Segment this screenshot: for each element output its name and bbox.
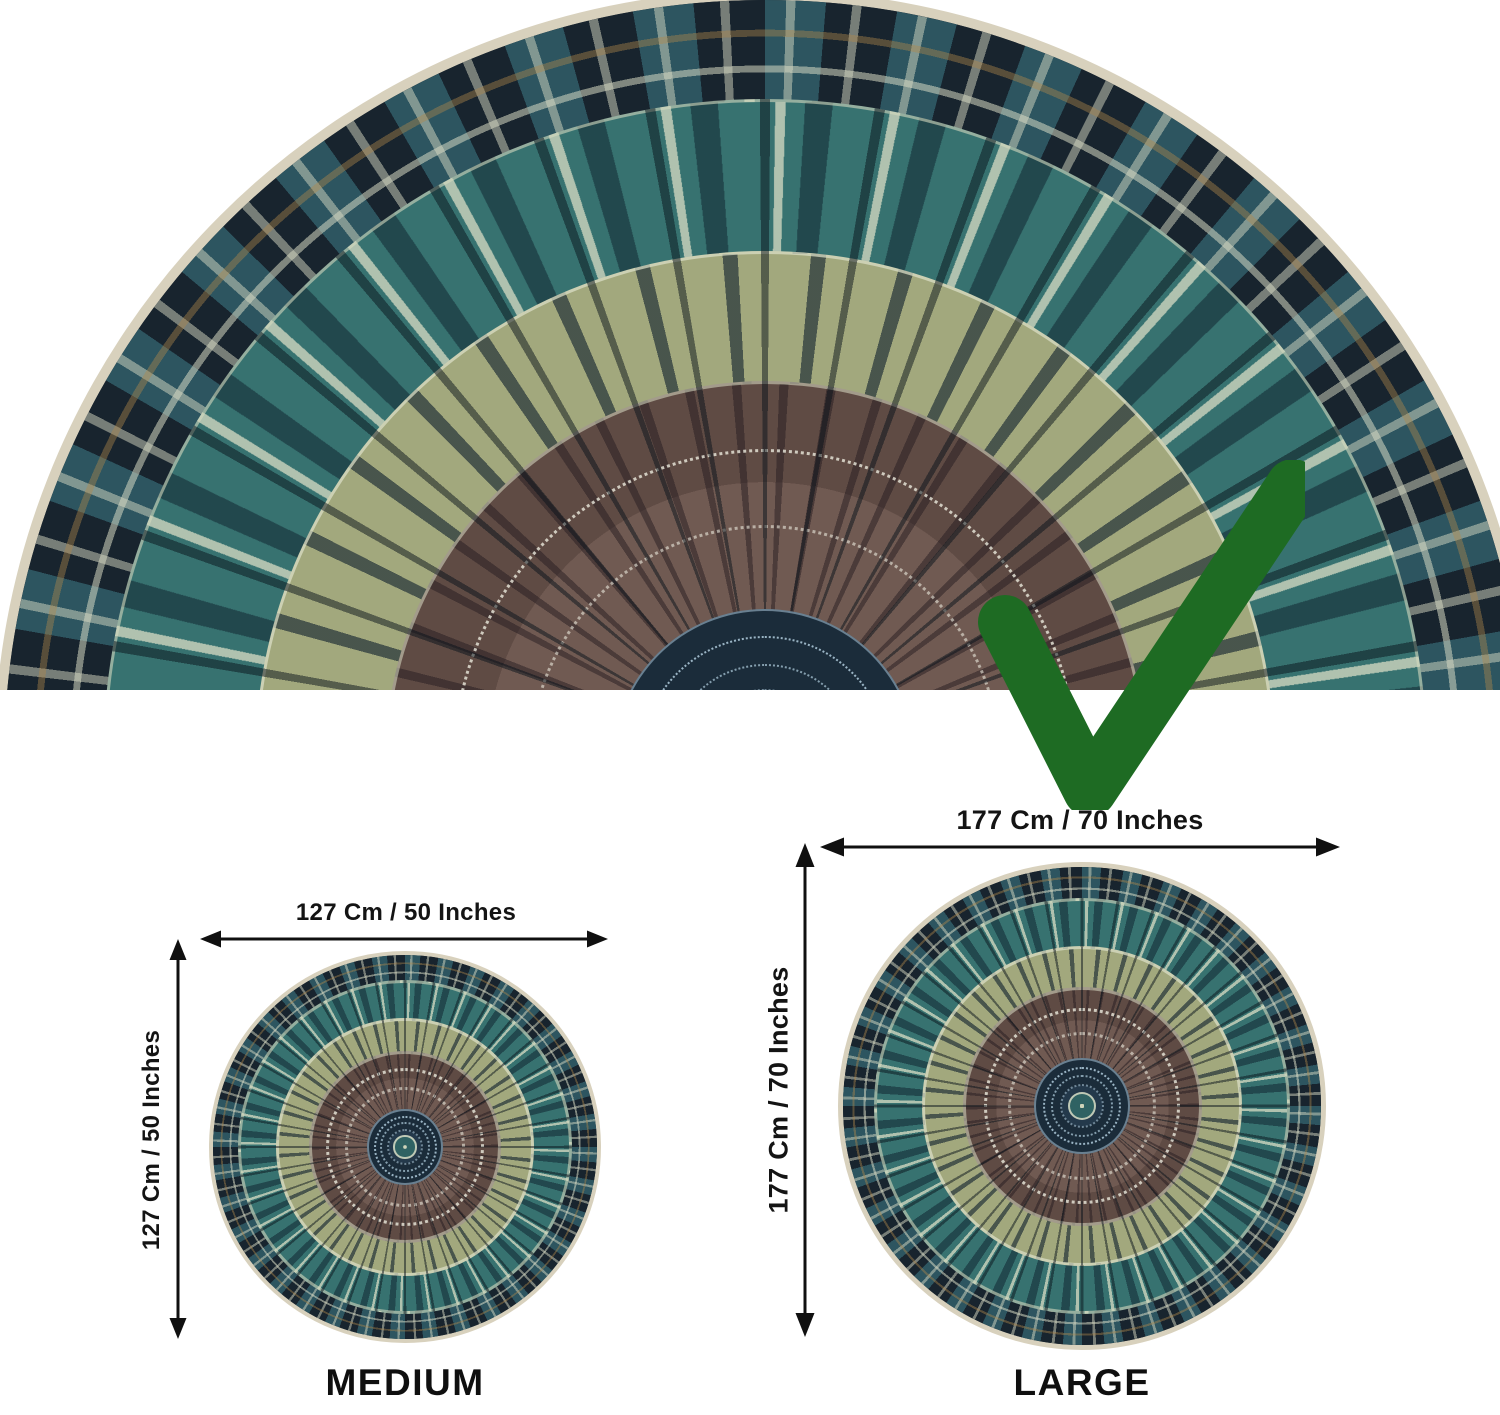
mandala-center-eye	[393, 1135, 417, 1159]
medium-width-label: 127 Cm / 50 Inches	[295, 899, 517, 926]
medium-width-arrow	[200, 930, 608, 948]
medium-size-name: MEDIUM	[325, 1362, 485, 1403]
mandala-dot-ring	[386, 1128, 424, 1166]
medium-height-label: 127 Cm / 50 Inches	[138, 1029, 165, 1251]
mandala-center-eye	[1067, 1091, 1097, 1121]
mandala-dot-ring	[373, 1115, 437, 1179]
large-height-label: 177 Cm / 70 Inches	[763, 966, 794, 1214]
large-size-tapestry-image	[838, 862, 1326, 1350]
mandala-dot-ring	[1051, 1075, 1113, 1137]
large-width-arrow	[820, 837, 1340, 857]
medium-size-tapestry-image	[209, 951, 601, 1343]
large-height-arrow	[795, 843, 815, 1337]
mandala-dot-ring	[380, 1122, 430, 1172]
checkmark-icon	[978, 460, 1305, 810]
large-width-label: 177 Cm / 70 Inches	[956, 805, 1204, 835]
medium-height-arrow	[169, 939, 187, 1339]
mandala-dot-ring	[1059, 1083, 1105, 1129]
mandala-dot-ring	[1042, 1066, 1122, 1146]
large-size-name: LARGE	[1013, 1362, 1151, 1403]
